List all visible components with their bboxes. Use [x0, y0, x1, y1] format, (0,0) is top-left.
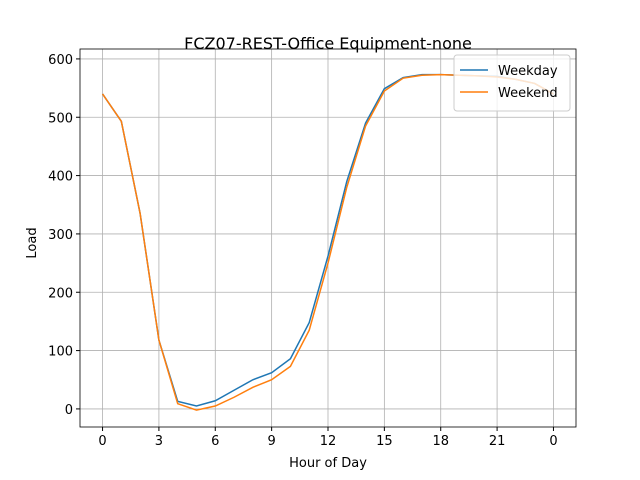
x-axis-label: Hour of Day	[289, 456, 367, 471]
y-tick-label: 200	[48, 286, 73, 301]
y-tick-label: 400	[48, 170, 73, 185]
y-axis-label: Load	[25, 227, 40, 258]
x-tick-label: 0	[98, 434, 106, 449]
x-tick-label: 12	[320, 434, 337, 449]
y-tick-label: 600	[48, 53, 73, 68]
x-tick-label: 18	[432, 434, 449, 449]
y-tick-label: 100	[48, 345, 73, 360]
x-tick-label: 0	[549, 434, 557, 449]
chart-title: FCZ07-REST-Office Equipment-none	[184, 34, 472, 53]
x-tick-label: 15	[376, 434, 393, 449]
y-tick-label: 300	[48, 228, 73, 243]
y-tick-label: 0	[65, 403, 73, 418]
x-tick-label: 9	[267, 434, 275, 449]
y-tick-label: 500	[48, 111, 73, 126]
x-tick-label: 3	[155, 434, 163, 449]
legend-label: Weekend	[498, 86, 558, 101]
x-tick-label: 6	[211, 434, 219, 449]
plot-frame	[79, 48, 577, 428]
legend-box	[453, 54, 571, 112]
x-tick-label: 21	[489, 434, 506, 449]
legend-label: Weekday	[498, 64, 558, 79]
